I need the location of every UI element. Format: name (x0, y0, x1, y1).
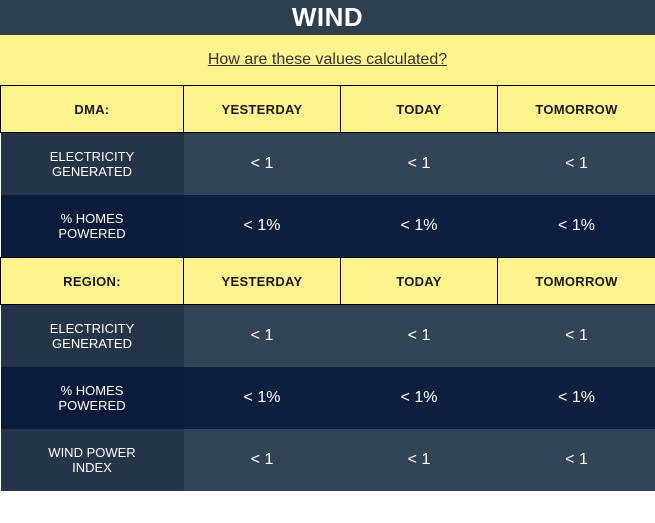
region-wind-index-today: < 1 (340, 429, 498, 491)
dma-electricity-yesterday: < 1 (183, 132, 341, 195)
dma-header-today: TODAY (340, 85, 498, 133)
label-line: GENERATED (52, 164, 132, 179)
dma-header-yesterday: YESTERDAY (183, 85, 341, 133)
wind-widget: WIND How are these values calculated? DM… (0, 0, 655, 491)
dma-homes-label: % HOMES POWERED (0, 195, 184, 258)
dma-homes-row: % HOMES POWERED < 1% < 1% < 1% (0, 195, 655, 258)
region-wind-index-yesterday: < 1 (183, 429, 341, 491)
region-homes-yesterday: < 1% (183, 367, 341, 429)
label-line: % HOMES (60, 211, 124, 226)
dma-header-tomorrow: TOMORROW (497, 85, 655, 133)
label-line: GENERATED (52, 336, 132, 351)
region-electricity-label: ELECTRICITY GENERATED (0, 304, 184, 367)
dma-electricity-label: ELECTRICITY GENERATED (0, 132, 184, 195)
region-electricity-yesterday: < 1 (183, 304, 341, 367)
label-line: WIND POWER (48, 445, 136, 460)
region-header-row: REGION: YESTERDAY TODAY TOMORROW (0, 257, 655, 305)
label-line: POWERED (58, 226, 126, 241)
region-wind-index-tomorrow: < 1 (497, 429, 655, 491)
region-homes-row: % HOMES POWERED < 1% < 1% < 1% (0, 367, 655, 429)
region-electricity-today: < 1 (340, 304, 498, 367)
calc-info-bar: How are these values calculated? (0, 35, 655, 85)
wind-table: DMA: YESTERDAY TODAY TOMORROW ELECTRICIT… (0, 85, 655, 491)
region-electricity-row: ELECTRICITY GENERATED < 1 < 1 < 1 (0, 304, 655, 367)
region-wind-index-label: WIND POWER INDEX (0, 429, 184, 491)
dma-homes-today: < 1% (340, 195, 498, 258)
region-header-today: TODAY (340, 257, 498, 305)
label-line: ELECTRICITY (49, 149, 135, 164)
dma-homes-tomorrow: < 1% (497, 195, 655, 258)
dma-electricity-tomorrow: < 1 (497, 132, 655, 195)
region-header-tomorrow: TOMORROW (497, 257, 655, 305)
region-homes-label: % HOMES POWERED (0, 367, 184, 429)
how-calculated-link[interactable]: How are these values calculated? (207, 51, 448, 68)
label-line: ELECTRICITY (49, 321, 135, 336)
region-header-yesterday: YESTERDAY (183, 257, 341, 305)
dma-header-label: DMA: (0, 85, 184, 133)
widget-title: WIND (0, 0, 655, 35)
region-header-label: REGION: (0, 257, 184, 305)
dma-electricity-today: < 1 (340, 132, 498, 195)
label-line: POWERED (58, 398, 126, 413)
dma-electricity-row: ELECTRICITY GENERATED < 1 < 1 < 1 (0, 132, 655, 195)
region-homes-today: < 1% (340, 367, 498, 429)
label-line: % HOMES (60, 383, 124, 398)
region-homes-tomorrow: < 1% (497, 367, 655, 429)
dma-homes-yesterday: < 1% (183, 195, 341, 258)
label-line: INDEX (72, 460, 112, 475)
region-wind-index-row: WIND POWER INDEX < 1 < 1 < 1 (0, 429, 655, 491)
dma-header-row: DMA: YESTERDAY TODAY TOMORROW (0, 85, 655, 133)
region-electricity-tomorrow: < 1 (497, 304, 655, 367)
